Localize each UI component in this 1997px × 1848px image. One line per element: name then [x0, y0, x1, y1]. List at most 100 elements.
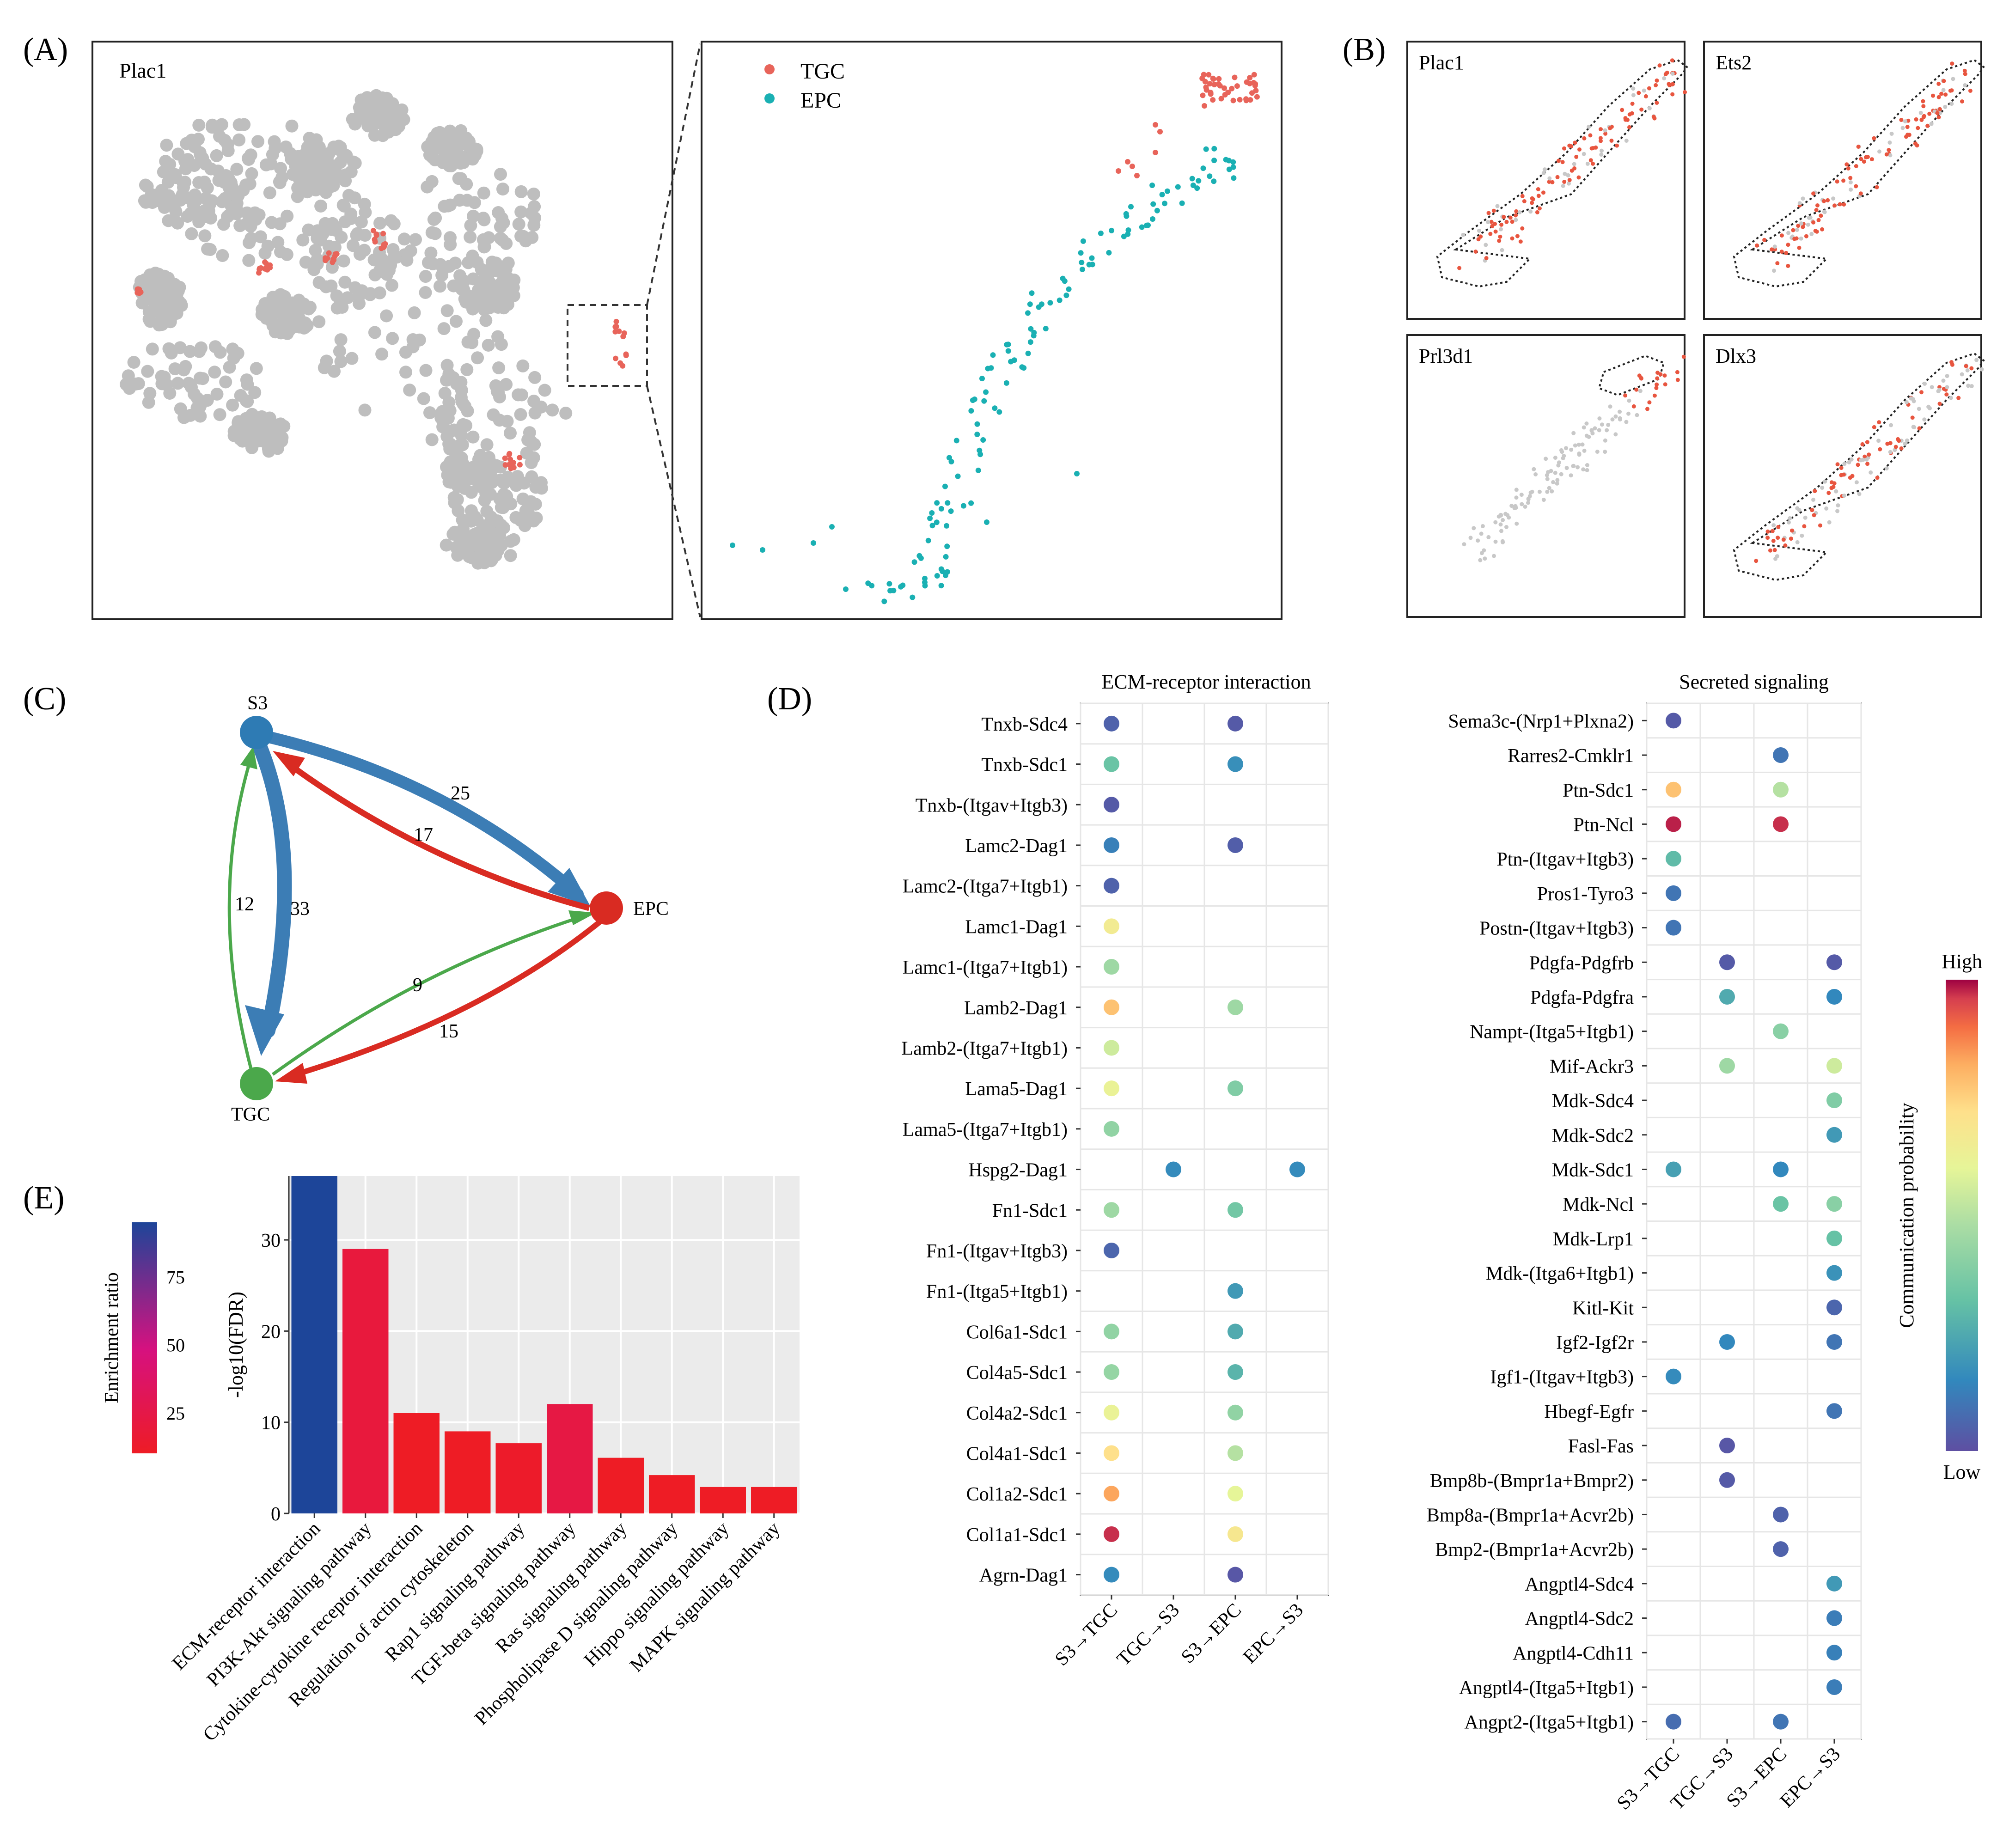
bar-y-tick-label: 20: [261, 1321, 281, 1342]
dotplot-row-label: Hbegf-Egfr: [1544, 1401, 1634, 1422]
tgc-cell: [1208, 91, 1214, 97]
expression-cell: [1835, 462, 1840, 467]
dotplot-row-label: Bmp2-(Bmpr1a+Acvr2b): [1435, 1539, 1634, 1561]
tsne-background-cell: [438, 153, 452, 166]
tsne-background-cell: [334, 355, 348, 368]
tsne-background-cell: [301, 140, 314, 154]
tsne-background-cell: [427, 213, 440, 226]
expression-cell: [1492, 554, 1496, 558]
tsne-background-cell: [456, 438, 469, 451]
tsne-background-cell: [484, 511, 498, 524]
expression-cell: [1779, 250, 1784, 254]
expression-cell: [1631, 86, 1636, 91]
expression-cell: [1624, 139, 1629, 143]
dotplot-row-label: Tnxb-Sdc4: [981, 714, 1068, 735]
dotplot-dot: [1773, 781, 1789, 798]
dotplot-dot: [1719, 1472, 1735, 1488]
expression-cell: [1848, 176, 1853, 180]
tsne-background-cell: [467, 328, 481, 341]
expression-cell: [1773, 556, 1778, 561]
expression-cell: [1884, 152, 1889, 157]
tsne-background-cell: [448, 491, 461, 505]
dotplot-dot: [1104, 959, 1119, 975]
dotplot-row-label: Lamc2-(Itga7+Itgb1): [903, 876, 1068, 897]
expression-cell: [1489, 220, 1494, 224]
expression-cell: [1541, 171, 1546, 175]
epc-cell: [1203, 146, 1209, 152]
expression-cell: [1786, 243, 1790, 247]
epc-cell: [881, 598, 887, 604]
epc-cell: [1025, 350, 1031, 356]
expression-cell: [1544, 457, 1548, 461]
tsne-background-cell: [123, 382, 136, 395]
bar: [342, 1249, 389, 1513]
expression-cell: [1854, 164, 1858, 168]
tsne-highlight-cell: [616, 328, 622, 334]
tsne-background-cell: [171, 377, 184, 390]
tsne-background-cell: [203, 198, 216, 211]
expression-cell: [1647, 400, 1652, 405]
expression-cell: [1577, 147, 1582, 152]
tsne-background-cell: [237, 183, 250, 197]
expression-cell: [1561, 456, 1565, 461]
bar-y-tick-label: 0: [271, 1504, 281, 1525]
expression-cell: [1818, 523, 1822, 528]
expression-cell: [1505, 513, 1510, 518]
expression-cell: [1508, 215, 1513, 220]
expression-cell: [1510, 236, 1515, 241]
expression-cell: [1942, 387, 1946, 391]
tsne-background-cell: [327, 179, 340, 192]
expression-cell: [1899, 446, 1904, 451]
tsne-background-cell: [528, 211, 541, 225]
epc-cell: [975, 467, 981, 473]
expression-cell: [1517, 210, 1522, 214]
tgc-cell: [1218, 96, 1224, 102]
expression-cell: [1603, 128, 1607, 133]
expression-cell: [1900, 126, 1905, 130]
expression-cell: [1791, 228, 1795, 232]
expression-cell: [1804, 234, 1808, 238]
epc-cell: [977, 447, 983, 453]
expression-cell: [1545, 477, 1550, 482]
expression-cell: [1905, 125, 1910, 129]
expression-cell: [1519, 493, 1524, 497]
tsne-background-cell: [274, 245, 287, 258]
tsne-background-cell: [244, 148, 257, 162]
expression-cell: [1541, 498, 1546, 502]
tsne-highlight-cell: [502, 455, 508, 461]
expression-cell: [1914, 117, 1918, 122]
expression-cell: [1905, 438, 1909, 443]
expression-cell: [1630, 111, 1634, 116]
expression-cell: [1536, 187, 1540, 191]
dotplot-dot: [1104, 1567, 1119, 1583]
dotplot-dot: [1104, 1445, 1119, 1461]
dotplot-dot: [1826, 1334, 1842, 1350]
tsne-background-cell: [464, 231, 477, 244]
expression-cell: [1811, 220, 1816, 225]
expression-cell: [1799, 221, 1803, 226]
expression-cell: [1888, 450, 1893, 454]
epc-cell: [1079, 260, 1085, 265]
tsne-background-cell: [273, 175, 286, 189]
dotplot-row-label: Col6a1-Sdc1: [966, 1322, 1068, 1343]
expression-cell: [1928, 406, 1932, 410]
expression-cell: [1613, 432, 1618, 437]
tsne-background-cell: [461, 404, 474, 418]
epc-cell: [922, 575, 928, 581]
expression-cell: [1675, 370, 1679, 374]
tsne-background-cell: [364, 287, 377, 300]
tsne-background-cell: [471, 351, 484, 365]
dotplot-row-label: Mdk-Sdc2: [1552, 1125, 1634, 1147]
epc-cell: [1080, 267, 1085, 272]
expression-cell: [1775, 261, 1780, 266]
expression-cell: [1553, 456, 1557, 460]
expression-cell: [1658, 372, 1663, 377]
node-label-tgc: TGC: [231, 1104, 270, 1125]
expression-cell: [1588, 133, 1593, 138]
tsne-background-cell: [479, 314, 493, 327]
dotplot-dot: [1104, 1040, 1119, 1056]
expression-cell: [1550, 180, 1555, 184]
tsne-background-cell: [406, 333, 420, 346]
tsne-background-cell: [494, 168, 507, 181]
